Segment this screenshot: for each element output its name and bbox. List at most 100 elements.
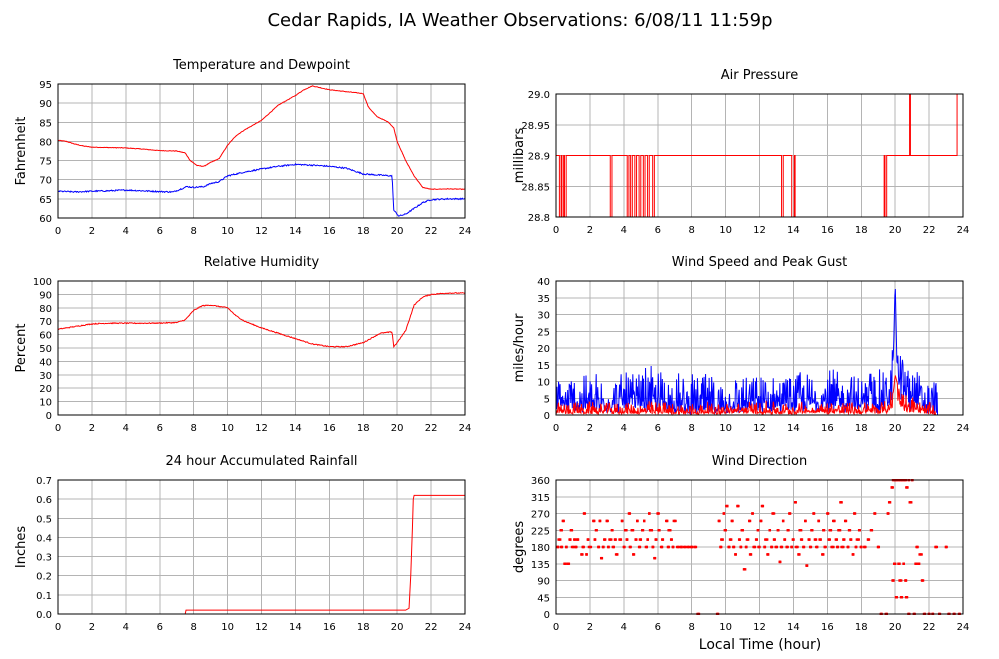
data-point [611, 529, 614, 532]
data-point [770, 545, 774, 549]
data-point [828, 538, 831, 541]
plot-frame [555, 93, 964, 218]
data-point [630, 529, 633, 532]
data-point [794, 501, 797, 504]
plot-area [58, 292, 465, 349]
x-tick-label: 18 [357, 226, 370, 237]
data-point [821, 553, 825, 556]
data-point [796, 545, 799, 549]
x-tick-label: 2 [89, 622, 95, 633]
data-point [900, 579, 903, 582]
y-tick-label: 0.2 [36, 572, 52, 583]
y-tick-label: 135 [531, 560, 550, 571]
x-tick-label: 16 [821, 423, 834, 434]
y-tick-label: 75 [39, 157, 52, 168]
data-point [648, 512, 651, 515]
data-point [661, 538, 665, 541]
data-point [688, 545, 691, 549]
data-point [781, 519, 785, 523]
data-point [728, 538, 732, 541]
y-tick-label: 10 [39, 398, 52, 409]
data-point [855, 538, 859, 541]
x-tick-label: 24 [957, 225, 970, 236]
data-point [572, 545, 576, 549]
data-point [813, 538, 817, 541]
data-point [614, 553, 618, 556]
x-tick-label: 2 [89, 226, 95, 237]
data-point [669, 529, 672, 532]
data-point [815, 545, 819, 549]
chart-title: Relative Humidity [204, 255, 320, 270]
x-axis-label: Local Time (hour) [699, 637, 821, 653]
data-point [817, 519, 820, 523]
data-point [597, 545, 601, 549]
chart-title: Wind Direction [712, 454, 808, 469]
data-point [620, 519, 624, 523]
x-tick-label: 16 [323, 622, 336, 633]
data-point [791, 538, 795, 541]
data-point [655, 538, 658, 541]
y-tick-label: 28.8 [528, 213, 550, 224]
x-tick-label: 2 [587, 622, 593, 633]
x-tick-label: 16 [821, 225, 834, 236]
y-tick-label: 30 [537, 311, 550, 322]
data-point [822, 529, 825, 532]
data-point [742, 568, 746, 571]
x-tick-label: 8 [688, 225, 694, 236]
data-point [667, 545, 670, 549]
data-point [842, 545, 845, 549]
y-tick-label: 50 [39, 344, 52, 355]
y-tick-label: 80 [39, 137, 52, 148]
data-point [775, 545, 779, 549]
data-point [800, 538, 804, 541]
data-point [727, 545, 730, 549]
data-point [581, 545, 584, 549]
data-point [608, 538, 611, 541]
data-point [677, 545, 681, 549]
data-point [771, 512, 774, 515]
y-tick-label: 29.0 [528, 90, 550, 101]
data-point [838, 529, 842, 532]
data-point [629, 545, 632, 549]
data-point [832, 545, 835, 549]
data-point [794, 545, 798, 549]
data-point [802, 545, 805, 549]
x-tick-label: 20 [391, 226, 404, 237]
data-point [840, 545, 843, 549]
data-point [738, 538, 741, 541]
x-tick-label: 24 [957, 622, 970, 633]
y-tick-label: 95 [39, 80, 52, 91]
data-point [891, 486, 894, 489]
x-tick-label: 0 [553, 423, 559, 434]
y-tick-label: 0 [544, 610, 550, 621]
data-point [828, 529, 831, 532]
data-point [798, 553, 801, 556]
x-tick-label: 22 [425, 423, 438, 434]
plot-frame [555, 280, 964, 416]
x-tick-label: 18 [855, 622, 868, 633]
data-point [849, 538, 853, 541]
data-point [653, 556, 657, 560]
x-tick-label: 22 [923, 225, 936, 236]
data-point [651, 545, 654, 549]
x-tick-label: 4 [621, 423, 627, 434]
x-tick-label: 14 [787, 423, 800, 434]
data-point [748, 519, 752, 523]
data-point [660, 545, 664, 549]
y-axis-label: Fahrenheit [14, 117, 29, 186]
data-point [934, 545, 937, 549]
x-tick-label: 4 [123, 622, 129, 633]
data-point [719, 545, 723, 549]
data-point [693, 545, 696, 549]
data-point [768, 529, 772, 532]
data-point [598, 519, 601, 523]
data-point [905, 486, 908, 489]
data-point [684, 545, 687, 549]
x-tick-label: 12 [753, 225, 766, 236]
x-tick-label: 0 [55, 622, 61, 633]
data-point [565, 545, 568, 549]
data-point [898, 579, 901, 582]
data-point [586, 538, 590, 541]
x-tick-label: 8 [688, 423, 694, 434]
